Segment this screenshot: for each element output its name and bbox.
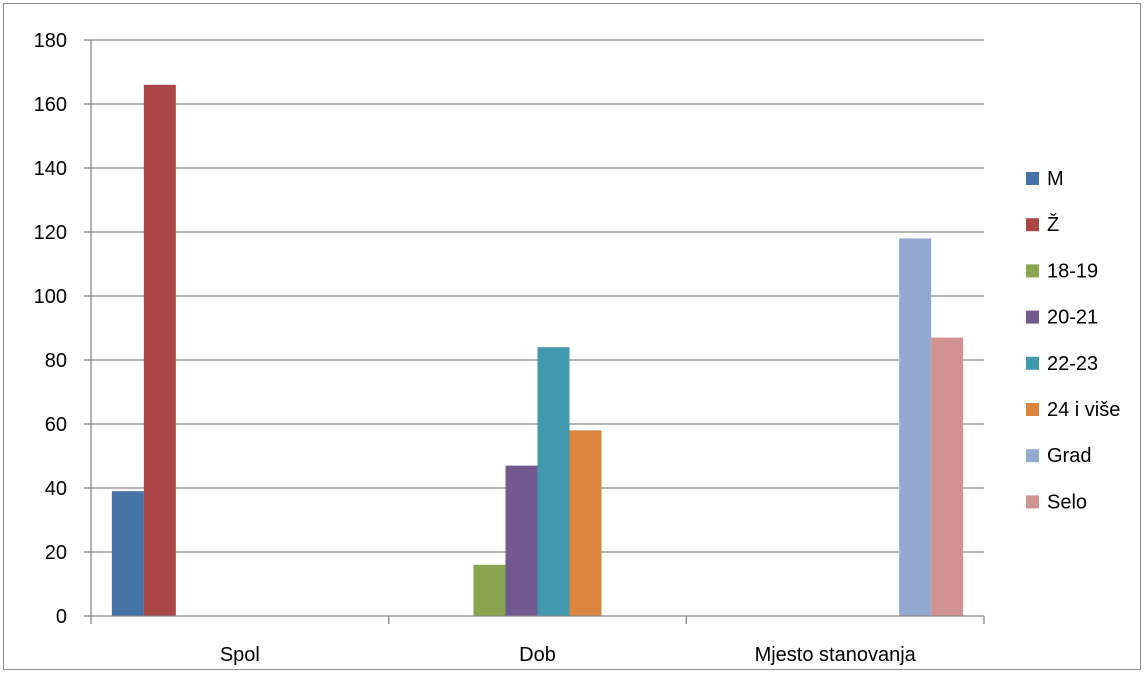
- y-tick-label: 80: [45, 350, 67, 372]
- legend-swatch: [1026, 264, 1039, 278]
- legend-label: 20-21: [1047, 307, 1098, 329]
- legend-swatch: [1026, 495, 1039, 509]
- gridlines: [91, 39, 984, 553]
- bars: [111, 84, 964, 617]
- axes: [84, 39, 985, 624]
- legend-swatch: [1026, 356, 1039, 370]
- legend-swatch: [1026, 403, 1039, 416]
- legend-swatch: [1026, 310, 1039, 324]
- legend-label: 24 i više: [1047, 399, 1120, 421]
- legend-label: M: [1047, 168, 1064, 190]
- legend-label: Ž: [1047, 213, 1059, 236]
- legend-swatch: [1026, 172, 1039, 185]
- legend-label: 18-19: [1047, 260, 1098, 282]
- legend-label: 22-23: [1047, 353, 1098, 375]
- bar: [537, 347, 570, 616]
- x-tick-label: Spol: [220, 644, 260, 666]
- bar: [899, 238, 932, 616]
- bar: [111, 491, 144, 616]
- y-tick-label: 60: [45, 414, 67, 436]
- x-tick-labels: Spol Dob Mjesto stanovanja: [220, 644, 917, 666]
- y-tick-label: 180: [34, 30, 67, 52]
- bar: [505, 465, 538, 616]
- y-tick-label: 100: [34, 286, 67, 308]
- bar: [931, 337, 964, 616]
- bar: [569, 430, 602, 616]
- legend-swatch: [1026, 449, 1039, 463]
- x-tick-label: Mjesto stanovanja: [755, 644, 917, 666]
- legend-swatch: [1026, 218, 1039, 232]
- y-tick-label: 0: [56, 606, 67, 628]
- bar: [143, 84, 176, 617]
- y-tick-labels: 0 20 40 60 80 100 120 140 160 180: [34, 30, 67, 628]
- legend: M Ž 18-19 20-21 22-23 24 i više Grad Selo: [1026, 168, 1120, 513]
- y-tick-label: 40: [45, 478, 67, 500]
- y-tick-label: 160: [34, 94, 67, 116]
- y-tick-label: 120: [34, 222, 67, 244]
- x-tick-label: Dob: [519, 644, 556, 666]
- y-tick-label: 20: [45, 542, 67, 564]
- legend-label: Grad: [1047, 445, 1091, 467]
- legend-label: Selo: [1047, 491, 1087, 513]
- bar: [473, 564, 506, 616]
- y-tick-label: 140: [34, 158, 67, 180]
